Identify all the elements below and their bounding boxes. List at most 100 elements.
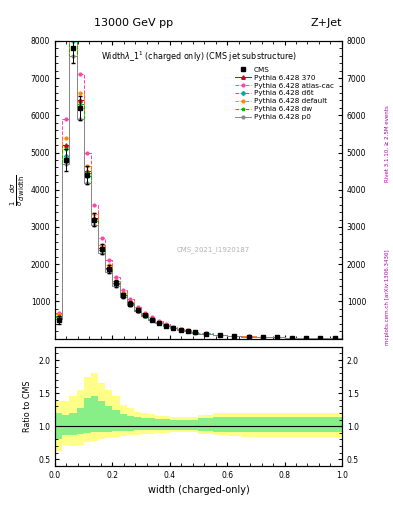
Pythia 6.428 370	[232, 333, 237, 339]
Pythia 6.428 370	[128, 301, 133, 307]
Pythia 6.428 d6t	[56, 314, 61, 320]
Pythia 6.428 dw	[164, 323, 169, 329]
Pythia 6.428 370	[275, 334, 280, 340]
Pythia 6.428 default	[193, 329, 197, 335]
Line: Pythia 6.428 p0: Pythia 6.428 p0	[57, 54, 336, 339]
Pythia 6.428 p0	[85, 180, 90, 186]
Pythia 6.428 atlas-cac	[85, 150, 90, 156]
Pythia 6.428 d6t	[289, 334, 294, 340]
Pythia 6.428 atlas-cac	[157, 318, 162, 324]
Pythia 6.428 p0	[289, 334, 294, 340]
Pythia 6.428 d6t	[157, 320, 162, 326]
Pythia 6.428 atlas-cac	[92, 202, 97, 208]
Pythia 6.428 default	[121, 290, 125, 296]
Pythia 6.428 atlas-cac	[185, 327, 190, 333]
Pythia 6.428 dw	[149, 316, 154, 323]
Line: Pythia 6.428 370: Pythia 6.428 370	[57, 32, 336, 340]
Pythia 6.428 default	[289, 334, 294, 340]
Pythia 6.428 d6t	[99, 247, 104, 253]
Line: Pythia 6.428 d6t: Pythia 6.428 d6t	[57, 39, 336, 339]
Text: 13000 GeV pp: 13000 GeV pp	[94, 18, 173, 28]
Pythia 6.428 dw	[289, 334, 294, 340]
Pythia 6.428 370	[289, 334, 294, 340]
Pythia 6.428 370	[304, 335, 309, 341]
Pythia 6.428 default	[85, 162, 90, 168]
Pythia 6.428 dw	[128, 301, 133, 307]
Pythia 6.428 default	[142, 311, 147, 317]
Pythia 6.428 atlas-cac	[261, 334, 265, 340]
Pythia 6.428 d6t	[185, 328, 190, 334]
Pythia 6.428 atlas-cac	[56, 309, 61, 315]
Pythia 6.428 370	[164, 323, 169, 329]
Pythia 6.428 atlas-cac	[232, 332, 237, 338]
Pythia 6.428 atlas-cac	[218, 332, 222, 338]
Pythia 6.428 370	[218, 332, 222, 338]
Pythia 6.428 dw	[304, 335, 309, 341]
Pythia 6.428 p0	[107, 269, 111, 275]
Pythia 6.428 dw	[99, 246, 104, 252]
Pythia 6.428 d6t	[261, 334, 265, 340]
Pythia 6.428 dw	[178, 327, 183, 333]
Pythia 6.428 dw	[121, 292, 125, 298]
Pythia 6.428 default	[157, 319, 162, 325]
Pythia 6.428 d6t	[107, 266, 111, 272]
Pythia 6.428 p0	[332, 335, 337, 342]
Pythia 6.428 dw	[318, 335, 323, 341]
Pythia 6.428 p0	[185, 328, 190, 334]
Pythia 6.428 default	[261, 334, 265, 340]
Pythia 6.428 d6t	[203, 331, 208, 337]
Pythia 6.428 370	[107, 265, 111, 271]
Pythia 6.428 default	[128, 299, 133, 305]
Pythia 6.428 p0	[193, 330, 197, 336]
Pythia 6.428 default	[232, 333, 237, 339]
Pythia 6.428 atlas-cac	[275, 334, 280, 340]
Pythia 6.428 d6t	[92, 218, 97, 224]
Pythia 6.428 370	[78, 97, 83, 103]
Legend: CMS, Pythia 6.428 370, Pythia 6.428 atlas-cac, Pythia 6.428 d6t, Pythia 6.428 de: CMS, Pythia 6.428 370, Pythia 6.428 atla…	[234, 66, 336, 121]
Pythia 6.428 370	[246, 333, 251, 339]
Pythia 6.428 default	[92, 210, 97, 217]
Pythia 6.428 atlas-cac	[332, 335, 337, 341]
Pythia 6.428 d6t	[193, 329, 197, 335]
Pythia 6.428 atlas-cac	[63, 116, 68, 122]
Line: Pythia 6.428 atlas-cac: Pythia 6.428 atlas-cac	[57, 0, 336, 339]
Text: Z+Jet: Z+Jet	[310, 18, 342, 28]
Pythia 6.428 p0	[275, 334, 280, 340]
Pythia 6.428 p0	[63, 161, 68, 167]
Pythia 6.428 dw	[203, 331, 208, 337]
Pythia 6.428 p0	[304, 335, 309, 341]
Pythia 6.428 p0	[246, 333, 251, 339]
Pythia 6.428 370	[171, 325, 176, 331]
Text: Width$\lambda$_1$^1$ (charged only) (CMS jet substructure): Width$\lambda$_1$^1$ (charged only) (CMS…	[101, 50, 296, 65]
Pythia 6.428 370	[318, 335, 323, 341]
Pythia 6.428 p0	[92, 222, 97, 228]
Pythia 6.428 d6t	[85, 173, 90, 179]
Pythia 6.428 atlas-cac	[164, 321, 169, 327]
Pythia 6.428 370	[56, 313, 61, 319]
Pythia 6.428 default	[78, 90, 83, 96]
Pythia 6.428 p0	[128, 302, 133, 308]
Pythia 6.428 dw	[78, 101, 83, 108]
Line: Pythia 6.428 dw: Pythia 6.428 dw	[57, 35, 336, 340]
Pythia 6.428 370	[114, 280, 118, 286]
Pythia 6.428 default	[246, 333, 251, 339]
Pythia 6.428 d6t	[71, 38, 75, 44]
Pythia 6.428 default	[135, 306, 140, 312]
Pythia 6.428 atlas-cac	[304, 335, 309, 341]
Pythia 6.428 dw	[246, 333, 251, 339]
Pythia 6.428 p0	[178, 327, 183, 333]
Pythia 6.428 d6t	[304, 335, 309, 341]
Pythia 6.428 dw	[135, 307, 140, 313]
Pythia 6.428 d6t	[246, 333, 251, 339]
Pythia 6.428 default	[71, 19, 75, 26]
Pythia 6.428 370	[203, 331, 208, 337]
Pythia 6.428 dw	[261, 334, 265, 340]
Pythia 6.428 default	[318, 335, 323, 341]
Pythia 6.428 p0	[78, 116, 83, 122]
Pythia 6.428 atlas-cac	[114, 274, 118, 280]
Pythia 6.428 d6t	[121, 293, 125, 299]
Pythia 6.428 p0	[142, 313, 147, 319]
Pythia 6.428 atlas-cac	[193, 329, 197, 335]
Pythia 6.428 default	[56, 311, 61, 317]
Pythia 6.428 p0	[232, 333, 237, 339]
